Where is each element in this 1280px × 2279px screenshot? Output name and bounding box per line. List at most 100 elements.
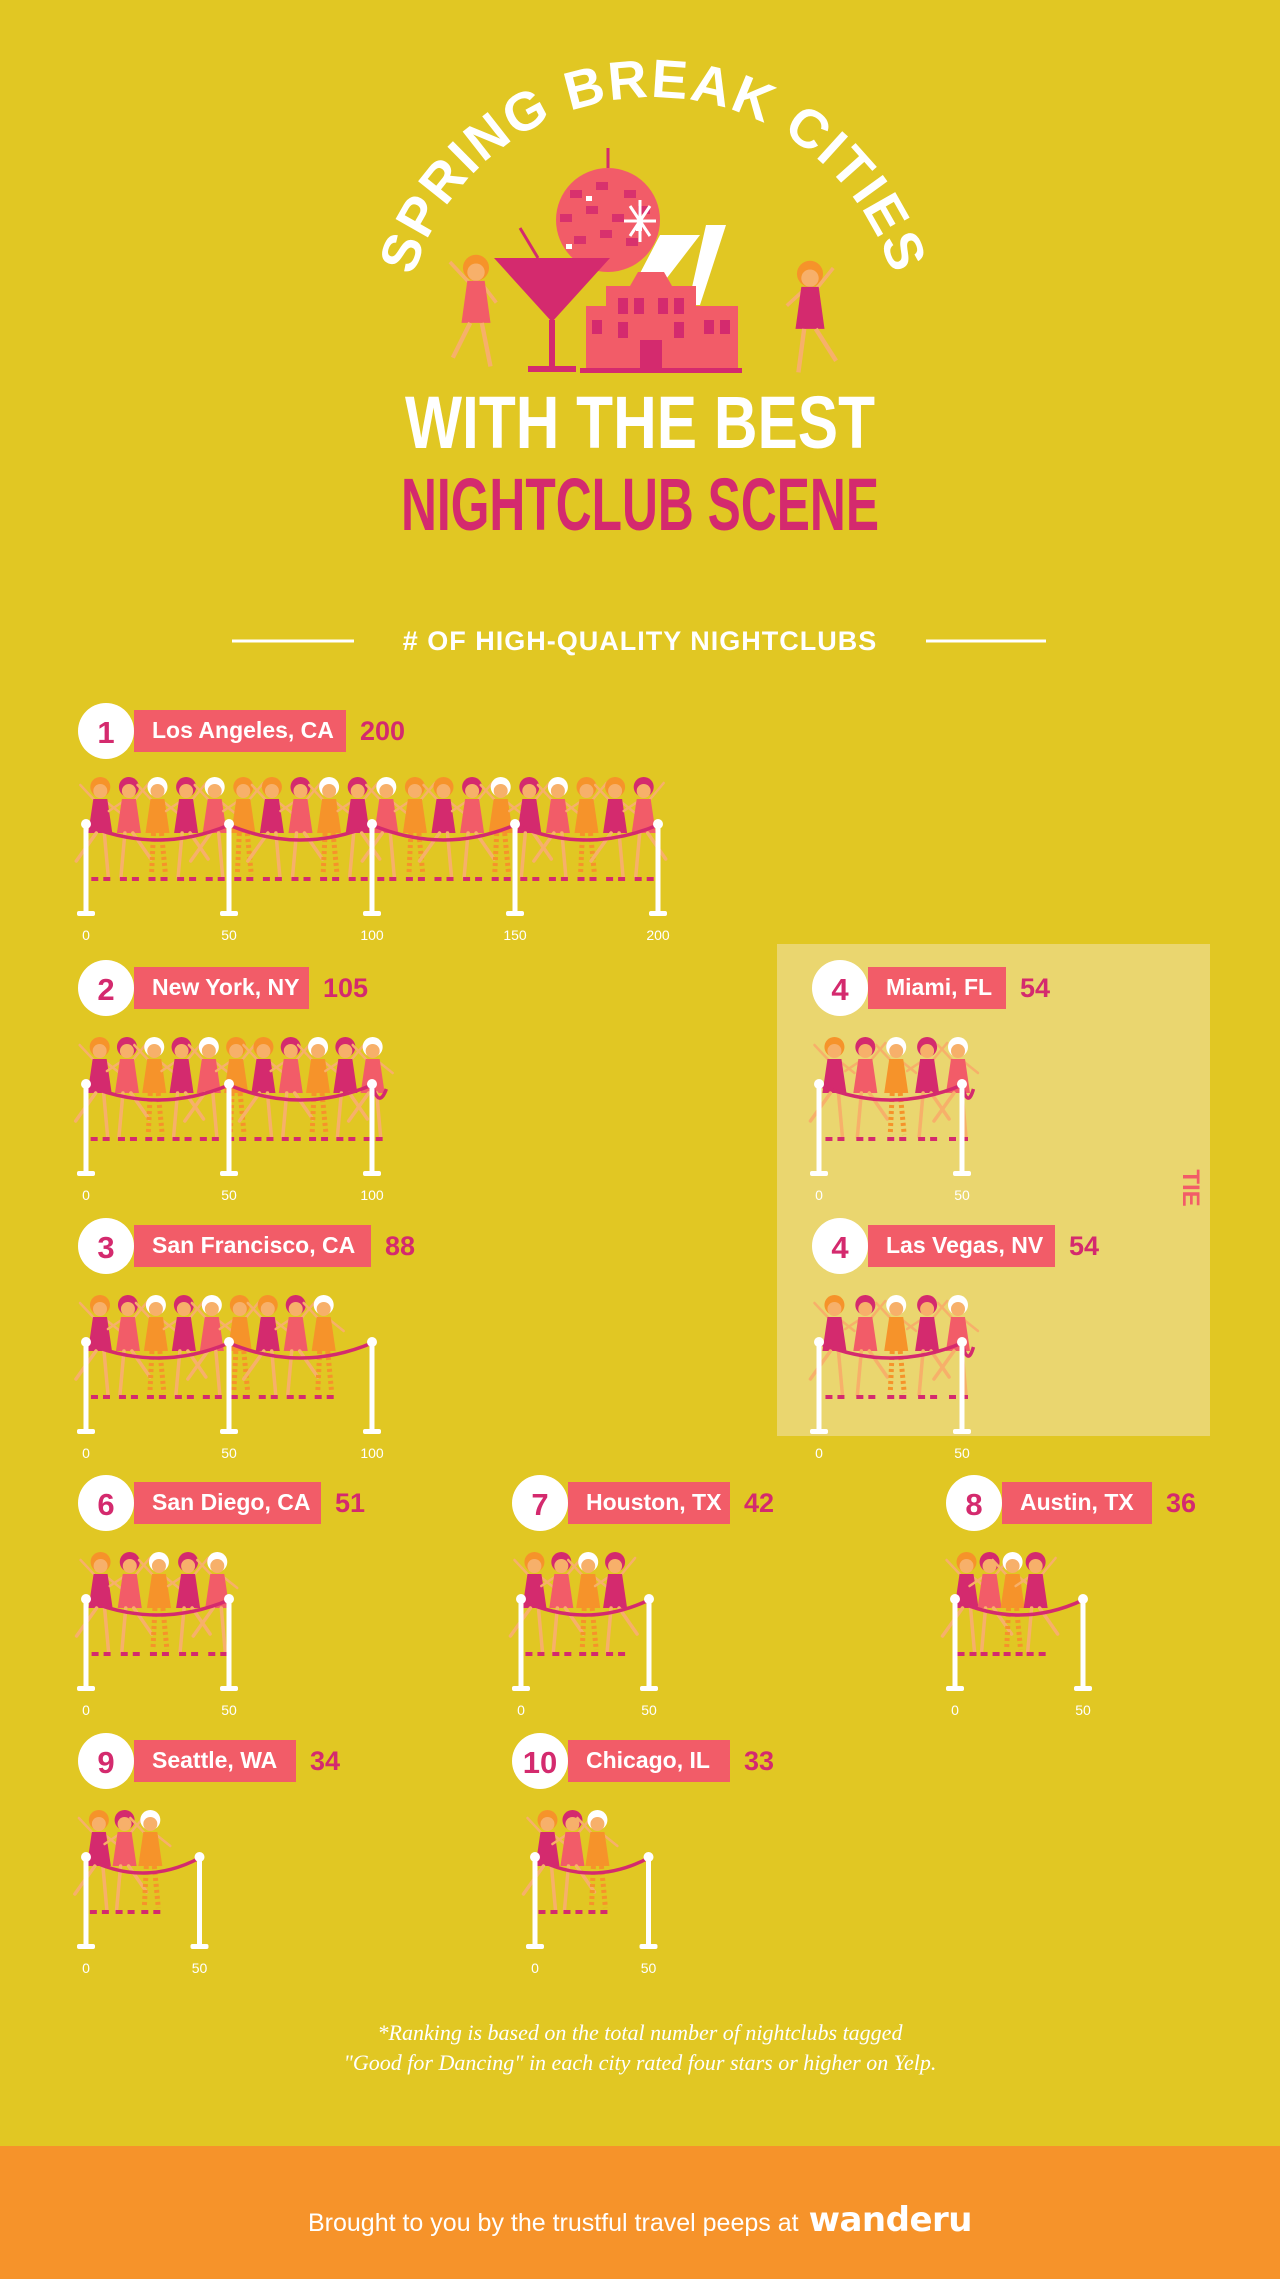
axis-tick-label: 50 bbox=[221, 1702, 237, 1718]
rank-badge bbox=[512, 1733, 568, 1789]
dancer-icon bbox=[307, 777, 351, 881]
rank-badge bbox=[512, 1475, 568, 1531]
city-name: Austin, TX bbox=[1020, 1489, 1134, 1515]
city-name: New York, NY bbox=[152, 974, 299, 1000]
axis-tick-label: 50 bbox=[221, 1445, 237, 1461]
stanchion-post-icon bbox=[953, 1079, 971, 1176]
axis-tick-label: 0 bbox=[815, 1445, 823, 1461]
dancer-row bbox=[74, 1295, 345, 1399]
axis-tick-label: 0 bbox=[531, 1960, 539, 1976]
dancer-icon bbox=[186, 1295, 234, 1399]
axis-tick-label: 150 bbox=[503, 927, 527, 943]
stanchion-post-icon bbox=[946, 1594, 964, 1691]
value-label: 36 bbox=[1166, 1488, 1196, 1518]
axis-tick-label: 0 bbox=[82, 1187, 90, 1203]
stanchion-post-icon bbox=[220, 1337, 238, 1434]
dancer-icon bbox=[164, 777, 210, 881]
footer-bar bbox=[0, 2146, 1280, 2279]
axis-tick-label: 50 bbox=[1075, 1702, 1091, 1718]
stanchion-post-icon bbox=[363, 1337, 381, 1434]
dancer-icon bbox=[279, 777, 325, 881]
city-name: Miami, FL bbox=[886, 974, 992, 1000]
city-name: Seattle, WA bbox=[152, 1747, 277, 1773]
footer-text: Brought to you by the trustful travel pe… bbox=[307, 2209, 799, 2237]
stanchion-post-icon bbox=[810, 1079, 828, 1176]
disco-ball-icon bbox=[556, 148, 660, 272]
city-name: Houston, TX bbox=[586, 1489, 722, 1515]
city-label-box bbox=[134, 710, 346, 752]
stanchion-post-icon bbox=[1074, 1594, 1092, 1691]
stanchion-post-icon bbox=[526, 1852, 544, 1949]
axis-tick-label: 100 bbox=[360, 1187, 384, 1203]
rank-number: 6 bbox=[97, 1487, 114, 1522]
entry-austin-tx: 8 Austin, TX 36 0 50 bbox=[940, 1475, 1196, 1718]
city-label-box bbox=[568, 1482, 730, 1524]
city-label-box bbox=[134, 1740, 296, 1782]
entry-miami-fl: 4 Miami, FL 54 0 50 bbox=[808, 960, 1050, 1203]
rank-number: 1 bbox=[97, 715, 114, 750]
dancer-icon bbox=[269, 1037, 315, 1141]
rank-badge bbox=[78, 1218, 134, 1274]
dancer-icon bbox=[302, 1295, 345, 1399]
rank-badge bbox=[946, 1475, 1002, 1531]
dancer-icon bbox=[218, 1295, 262, 1399]
dancer-icon bbox=[324, 1037, 370, 1141]
axis-tick-label: 50 bbox=[221, 927, 237, 943]
dancer-icon bbox=[191, 1552, 239, 1656]
dancer-icon bbox=[137, 1552, 181, 1656]
dancer-row bbox=[508, 1552, 639, 1656]
stanchion-post-icon bbox=[220, 819, 238, 916]
tie-panel bbox=[777, 944, 1210, 1436]
dancer-icon bbox=[905, 1037, 951, 1141]
footnote-line2: "Good for Dancing" in each city rated fo… bbox=[343, 2050, 937, 2075]
rank-number: 4 bbox=[831, 1230, 849, 1265]
dancer-icon bbox=[417, 777, 465, 881]
velvet-rope-icon bbox=[85, 1598, 230, 1617]
axis-tick-label: 0 bbox=[82, 1960, 90, 1976]
stanchion-post-icon bbox=[363, 819, 381, 916]
city-label-box bbox=[568, 1740, 730, 1782]
city-label-box bbox=[1002, 1482, 1152, 1524]
value-label: 54 bbox=[1069, 1231, 1099, 1261]
dancer-icon bbox=[393, 777, 437, 881]
axis-tick-label: 0 bbox=[951, 1702, 959, 1718]
city-name: Los Angeles, CA bbox=[152, 717, 334, 743]
stanchion-post-icon bbox=[512, 1594, 530, 1691]
dancer-row bbox=[808, 1037, 980, 1141]
rank-number: 8 bbox=[965, 1487, 982, 1522]
value-label: 54 bbox=[1020, 973, 1050, 1003]
dancer-icon bbox=[237, 1037, 285, 1141]
dancer-icon bbox=[540, 1552, 586, 1656]
dancer-icon bbox=[162, 1295, 208, 1399]
rank-badge bbox=[78, 960, 134, 1016]
axis-tick-label: 0 bbox=[517, 1702, 525, 1718]
dancer-icon bbox=[479, 777, 522, 881]
velvet-rope-icon bbox=[534, 1856, 650, 1875]
axis-tick-label: 0 bbox=[82, 1702, 90, 1718]
rank-badge bbox=[78, 1733, 134, 1789]
city-label-box bbox=[134, 1482, 321, 1524]
dancer-icon bbox=[622, 777, 668, 881]
entry-san-francisco-ca: 3 San Francisco, CA 88 0 50 100 bbox=[74, 1218, 415, 1461]
axis-tick-label: 200 bbox=[646, 927, 670, 943]
dancer-icon bbox=[905, 1295, 951, 1399]
rank-number: 9 bbox=[97, 1745, 114, 1780]
entry-chicago-il: 10 Chicago, IL 33 0 50 bbox=[512, 1733, 774, 1976]
value-label: 33 bbox=[744, 1746, 774, 1776]
rank-badge bbox=[812, 1218, 868, 1274]
axis-tick-label: 0 bbox=[815, 1187, 823, 1203]
dancer-icon bbox=[106, 1295, 152, 1399]
axis-tick-label: 50 bbox=[954, 1187, 970, 1203]
city-label-box bbox=[134, 1225, 371, 1267]
footnote-line1: *Ranking is based on the total number of… bbox=[377, 2020, 903, 2045]
dancer-row bbox=[73, 1810, 172, 1914]
velvet-rope-icon bbox=[954, 1598, 1084, 1617]
dancer-icon bbox=[222, 777, 265, 881]
wanderu-logo[interactable]: wanderu bbox=[808, 2200, 973, 2240]
axis-tick-label: 100 bbox=[360, 1445, 384, 1461]
entry-new-york-ny: 2 New York, NY 105 0 50 100 bbox=[73, 960, 394, 1203]
dancer-icon bbox=[166, 1552, 212, 1656]
dancer-icon bbox=[346, 1037, 394, 1141]
dancer-icon bbox=[74, 777, 122, 881]
